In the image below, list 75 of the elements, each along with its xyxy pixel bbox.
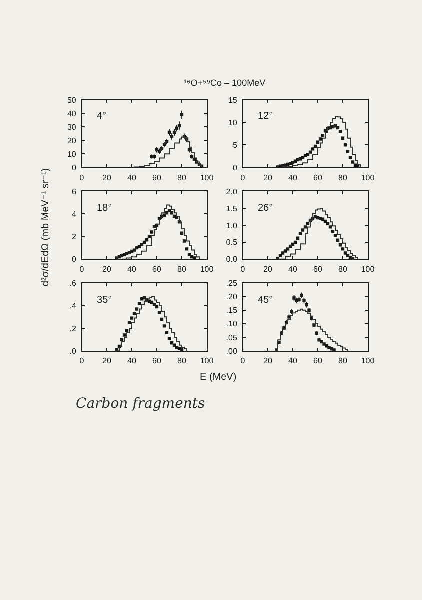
- y-tick-label: 2.0: [226, 187, 238, 196]
- x-tick-label: 60: [314, 264, 323, 274]
- y-tick-label: 0: [72, 255, 77, 264]
- text: Carbon fragments: [76, 396, 206, 412]
- x-tick-label: 80: [338, 356, 348, 366]
- x-tick-label: 80: [338, 264, 348, 274]
- x-tick-label: 40: [288, 173, 298, 182]
- y-tick-label: 40: [67, 109, 77, 118]
- annotation: 18°: [97, 203, 112, 214]
- y-axis-title: d²σ/dEdΩ (mb MeV⁻¹ sr⁻¹): [40, 168, 52, 286]
- annotation: 4°: [97, 111, 107, 122]
- x-tick-label: 100: [361, 356, 376, 366]
- x-tick-label: 20: [264, 356, 273, 366]
- y-tick-label: .05: [226, 333, 238, 342]
- x-tick-label: 100: [361, 264, 376, 274]
- x-tick-label: 100: [200, 173, 214, 182]
- x-tick-label: 60: [314, 173, 323, 182]
- y-tick-label: .4: [70, 302, 77, 311]
- y-tick-label: 10: [67, 150, 77, 159]
- y-tick-label: .2: [70, 324, 77, 334]
- y-tick-label: 0: [72, 163, 77, 172]
- y-tick-label: .20: [226, 292, 238, 302]
- x-tick-label: 100: [200, 356, 214, 366]
- y-tick-label: 30: [67, 122, 77, 132]
- y-tick-label: 1.5: [226, 204, 238, 214]
- x-tick-label: 80: [338, 173, 348, 182]
- y-tick-label: 4: [72, 210, 77, 220]
- x-tick-label: 60: [314, 356, 323, 366]
- x-tick-label: 20: [264, 173, 273, 182]
- y-tick-label: .15: [226, 306, 238, 316]
- y-tick-label: .10: [226, 320, 238, 329]
- annotation: 35°: [97, 295, 112, 306]
- x-tick-label: 0: [240, 356, 246, 366]
- y-tick-label: .6: [70, 279, 77, 288]
- y-tick-label: 0: [232, 163, 238, 172]
- y-tick-label: 6: [72, 187, 77, 196]
- x-tick-label: 100: [361, 173, 376, 182]
- x-tick-label: 40: [128, 173, 137, 182]
- x-axis-title: E (MeV): [200, 372, 237, 383]
- annotation: 45°: [258, 295, 274, 306]
- x-tick-label: 80: [178, 264, 187, 274]
- y-tick-label: 50: [67, 96, 77, 105]
- x-tick-label: 40: [128, 356, 137, 366]
- x-tick-label: 20: [102, 356, 112, 366]
- x-tick-label: 40: [288, 264, 298, 274]
- x-tick-label: 0: [80, 173, 85, 182]
- y-tick-label: 0.5: [226, 238, 238, 248]
- annotation: 12°: [258, 111, 274, 122]
- x-tick-label: 20: [102, 264, 112, 274]
- y-tick-label: .00: [226, 346, 238, 356]
- x-tick-label: 20: [264, 264, 273, 274]
- y-tick-label: 0.0: [226, 255, 238, 264]
- x-tick-label: 80: [178, 173, 187, 182]
- x-tick-label: 0: [80, 264, 85, 274]
- y-tick-label: 1.0: [226, 221, 238, 230]
- x-tick-label: 60: [152, 173, 162, 182]
- y-tick-label: 5: [232, 140, 238, 150]
- x-tick-label: 100: [200, 264, 214, 274]
- y-tick-label: .25: [226, 279, 238, 288]
- y-tick-label: 15: [228, 96, 238, 105]
- annotation: 26°: [258, 203, 274, 214]
- y-tick-label: 20: [67, 136, 77, 146]
- x-tick-label: 0: [80, 356, 85, 366]
- x-tick-label: 40: [288, 356, 298, 366]
- chart-title: ¹⁶O+⁵⁹Co – 100MeV: [184, 78, 266, 88]
- y-tick-label: 2: [72, 232, 77, 242]
- x-tick-label: 40: [128, 264, 137, 274]
- x-tick-label: 0: [240, 264, 246, 274]
- x-tick-label: 0: [240, 173, 246, 182]
- x-tick-label: 60: [152, 356, 162, 366]
- x-tick-label: 60: [152, 264, 162, 274]
- y-tick-label: 10: [228, 118, 238, 128]
- x-tick-label: 80: [178, 356, 187, 366]
- x-tick-label: 20: [102, 173, 112, 182]
- y-tick-label: .0: [70, 346, 77, 356]
